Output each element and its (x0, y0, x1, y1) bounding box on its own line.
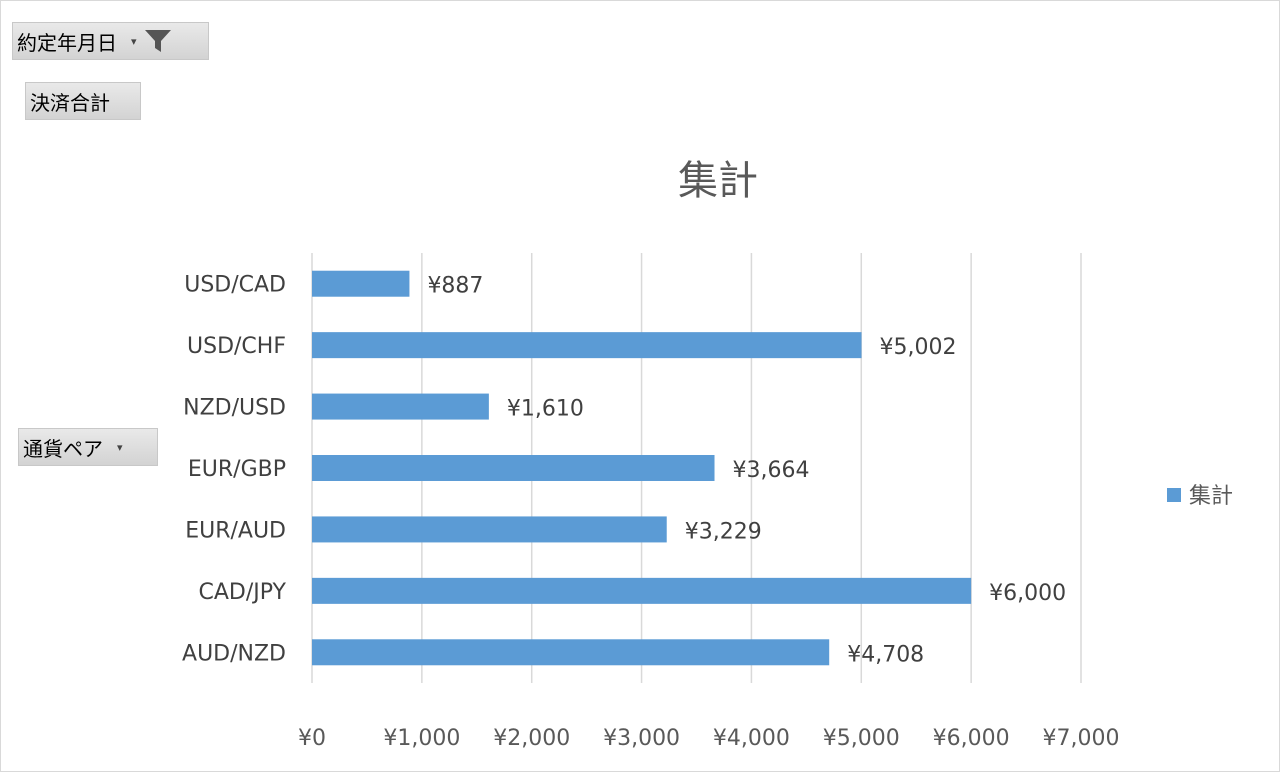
bar[interactable] (312, 639, 830, 666)
category-label: USD/CAD (184, 273, 286, 298)
chart-title: 集計 (678, 158, 758, 204)
x-tick-label: ¥7,000 (1043, 726, 1120, 751)
filter-field-button[interactable]: 約定年月日 ▾ (12, 22, 209, 60)
x-tick-label: ¥2,000 (493, 726, 570, 751)
bar[interactable] (312, 332, 862, 359)
category-label: EUR/AUD (185, 518, 286, 543)
category-label: NZD/USD (183, 396, 286, 421)
value-field-label: 決済合計 (30, 90, 110, 115)
axis-field-button[interactable]: 通貨ペア ▾ (18, 428, 158, 466)
data-label: ¥887 (427, 274, 483, 299)
filter-field-label: 約定年月日 (17, 30, 117, 55)
x-tick-label: ¥4,000 (713, 726, 790, 751)
axis-field-label: 通貨ペア (23, 436, 103, 461)
data-label: ¥4,708 (847, 642, 924, 667)
x-tick-label: ¥0 (298, 726, 326, 751)
category-labels: USD/CAD USD/CHF NZD/USD EUR/GBP EUR/AUD CAD/J… (182, 273, 287, 667)
tick-labels: ¥0 ¥1,000 ¥2,000 ¥3,000 ¥4,000 ¥5,000 ¥6,000 ¥7… (298, 726, 1119, 751)
bars (312, 270, 972, 666)
bar[interactable] (312, 393, 489, 420)
x-tick-label: ¥1,000 (383, 726, 460, 751)
category-label: CAD/JPY (199, 580, 287, 605)
data-label: ¥3,664 (733, 458, 810, 483)
x-tick-label: ¥3,000 (603, 726, 680, 751)
x-tick-label: ¥6,000 (933, 726, 1010, 751)
category-label: EUR/GBP (188, 457, 286, 482)
legend[interactable]: 集計 (1167, 484, 1233, 509)
x-tick-label: ¥5,000 (823, 726, 900, 751)
filter-icon[interactable] (143, 28, 173, 54)
value-field-button[interactable]: 決済合計 (25, 82, 141, 120)
category-label: AUD/NZD (182, 641, 286, 666)
data-label: ¥5,002 (880, 335, 957, 360)
legend-entry: 集計 (1189, 484, 1233, 509)
data-label: ¥6,000 (989, 581, 1066, 606)
chevron-down-icon[interactable]: ▾ (131, 34, 137, 48)
bar[interactable] (312, 455, 715, 481)
bar[interactable] (312, 516, 667, 543)
bar[interactable] (312, 270, 410, 297)
data-label: ¥3,229 (685, 519, 762, 544)
category-label: USD/CHF (187, 334, 286, 359)
legend-swatch (1167, 488, 1181, 502)
data-labels: ¥887 ¥5,002 ¥1,610 ¥3,664 ¥3,229 ¥6,000 ¥4,708 (427, 274, 1066, 668)
chevron-down-icon[interactable]: ▾ (117, 440, 123, 454)
bar[interactable] (312, 577, 972, 604)
data-label: ¥1,610 (507, 397, 584, 422)
